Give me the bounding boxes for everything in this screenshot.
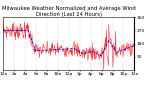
Title: Milwaukee Weather Normalized and Average Wind Direction (Last 24 Hours): Milwaukee Weather Normalized and Average… [2, 6, 136, 17]
